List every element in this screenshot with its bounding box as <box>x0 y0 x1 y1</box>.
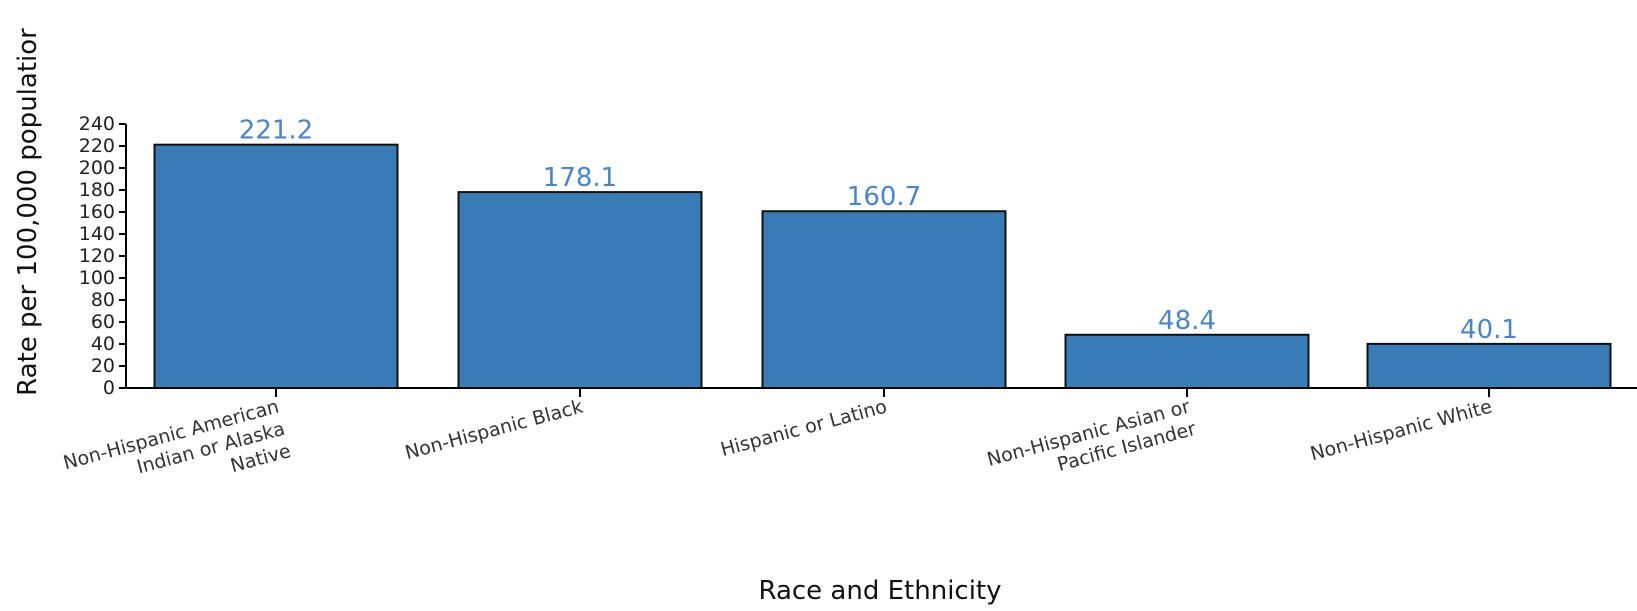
bars: 221.2 178.1 160.7 48.4 40.1 <box>153 116 1612 390</box>
y-tick-label: 140 <box>79 223 115 245</box>
y-tick-label: 20 <box>91 355 115 377</box>
y-tick-label: 220 <box>79 135 115 157</box>
y-tick-label: 180 <box>79 179 115 201</box>
x-axis-title: Race and Ethnicity <box>758 576 1001 606</box>
y-axis-title: Rate per 100,000 populatior <box>13 28 43 396</box>
bar <box>153 143 399 389</box>
y-tick-label: 240 <box>79 113 115 135</box>
y-tick-label: 200 <box>79 157 115 179</box>
bar-value-label: 178.1 <box>543 163 617 193</box>
x-tick-label-line: Hispanic or Latino <box>718 396 889 462</box>
bar <box>457 191 703 389</box>
y-tick-label: 60 <box>91 311 115 333</box>
bar-value-label: 48.4 <box>1158 306 1216 336</box>
y-tick-label: 80 <box>91 289 115 311</box>
bar-value-label: 160.7 <box>847 182 921 212</box>
x-tick-label: Non-Hispanic White <box>1308 396 1494 466</box>
bar <box>1366 342 1612 390</box>
bar-value-label: 221.2 <box>239 116 313 146</box>
x-tick-label: Non-Hispanic Black <box>403 396 586 465</box>
bar <box>761 210 1007 389</box>
bar <box>1064 333 1310 390</box>
x-tick-label: Hispanic or Latino <box>718 396 889 462</box>
x-tick-label-line: Non-Hispanic White <box>1308 396 1494 466</box>
y-tick-label: 120 <box>79 245 115 267</box>
bar-value-label: 40.1 <box>1460 315 1518 345</box>
y-tick-label: 100 <box>79 267 115 289</box>
y-tick-label: 40 <box>91 333 115 355</box>
y-tick-label: 160 <box>79 201 115 223</box>
x-tick-label-line: Non-Hispanic Black <box>403 396 586 465</box>
y-tick-label: 0 <box>103 377 115 399</box>
